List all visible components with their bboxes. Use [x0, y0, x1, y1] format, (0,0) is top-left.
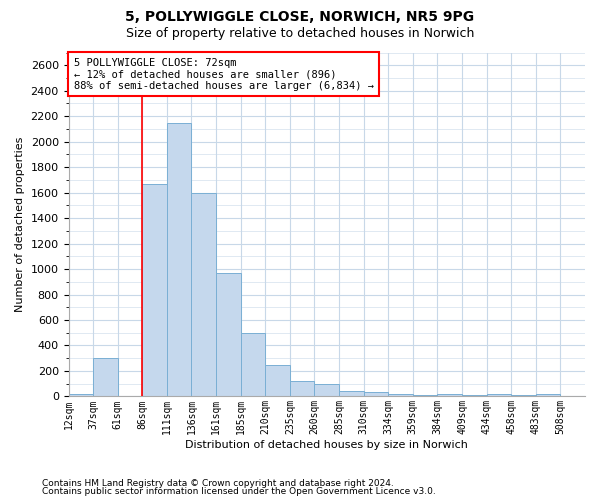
Bar — [536, 394, 560, 396]
X-axis label: Distribution of detached houses by size in Norwich: Distribution of detached houses by size … — [185, 440, 468, 450]
Bar — [339, 390, 364, 396]
Text: Contains public sector information licensed under the Open Government Licence v3: Contains public sector information licen… — [42, 487, 436, 496]
Bar — [93, 358, 118, 397]
Bar — [462, 394, 487, 396]
Bar — [191, 192, 216, 396]
Bar — [511, 395, 536, 396]
Bar — [216, 273, 241, 396]
Text: 5, POLLYWIGGLE CLOSE, NORWICH, NR5 9PG: 5, POLLYWIGGLE CLOSE, NORWICH, NR5 9PG — [125, 10, 475, 24]
Bar — [265, 365, 290, 396]
Bar — [314, 384, 339, 396]
Bar — [241, 332, 265, 396]
Bar — [487, 394, 511, 396]
Text: Size of property relative to detached houses in Norwich: Size of property relative to detached ho… — [126, 28, 474, 40]
Bar — [437, 394, 462, 396]
Bar — [68, 394, 93, 396]
Text: Contains HM Land Registry data © Crown copyright and database right 2024.: Contains HM Land Registry data © Crown c… — [42, 478, 394, 488]
Bar — [290, 381, 314, 396]
Text: 5 POLLYWIGGLE CLOSE: 72sqm
← 12% of detached houses are smaller (896)
88% of sem: 5 POLLYWIGGLE CLOSE: 72sqm ← 12% of deta… — [74, 58, 374, 91]
Bar — [142, 184, 167, 396]
Y-axis label: Number of detached properties: Number of detached properties — [15, 137, 25, 312]
Bar — [413, 394, 437, 396]
Bar — [364, 392, 388, 396]
Bar — [167, 122, 191, 396]
Bar — [388, 394, 413, 396]
